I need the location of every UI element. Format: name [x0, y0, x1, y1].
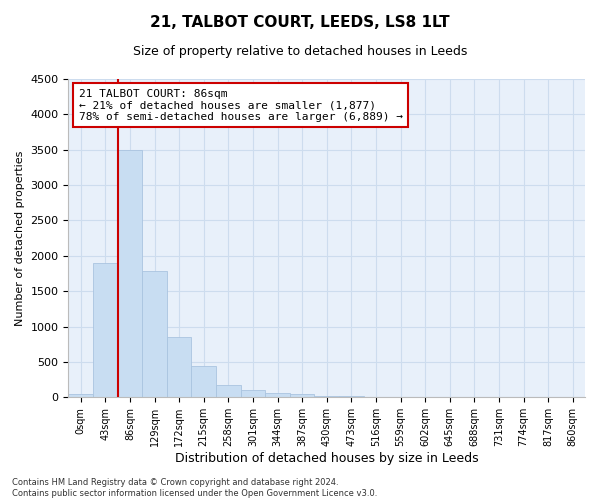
Text: 21, TALBOT COURT, LEEDS, LS8 1LT: 21, TALBOT COURT, LEEDS, LS8 1LT [150, 15, 450, 30]
Bar [290, 394, 314, 398]
Bar [265, 393, 290, 398]
X-axis label: Distribution of detached houses by size in Leeds: Distribution of detached houses by size … [175, 452, 479, 465]
Bar [191, 366, 216, 398]
Bar [167, 337, 191, 398]
Bar [216, 385, 241, 398]
Bar [118, 150, 142, 398]
Text: Contains HM Land Registry data © Crown copyright and database right 2024.
Contai: Contains HM Land Registry data © Crown c… [12, 478, 377, 498]
Bar [68, 394, 93, 398]
Y-axis label: Number of detached properties: Number of detached properties [15, 150, 25, 326]
Bar [339, 396, 364, 398]
Bar [142, 272, 167, 398]
Bar [314, 396, 339, 398]
Bar [241, 390, 265, 398]
Text: Size of property relative to detached houses in Leeds: Size of property relative to detached ho… [133, 45, 467, 58]
Bar [93, 263, 118, 398]
Text: 21 TALBOT COURT: 86sqm
← 21% of detached houses are smaller (1,877)
78% of semi-: 21 TALBOT COURT: 86sqm ← 21% of detached… [79, 88, 403, 122]
